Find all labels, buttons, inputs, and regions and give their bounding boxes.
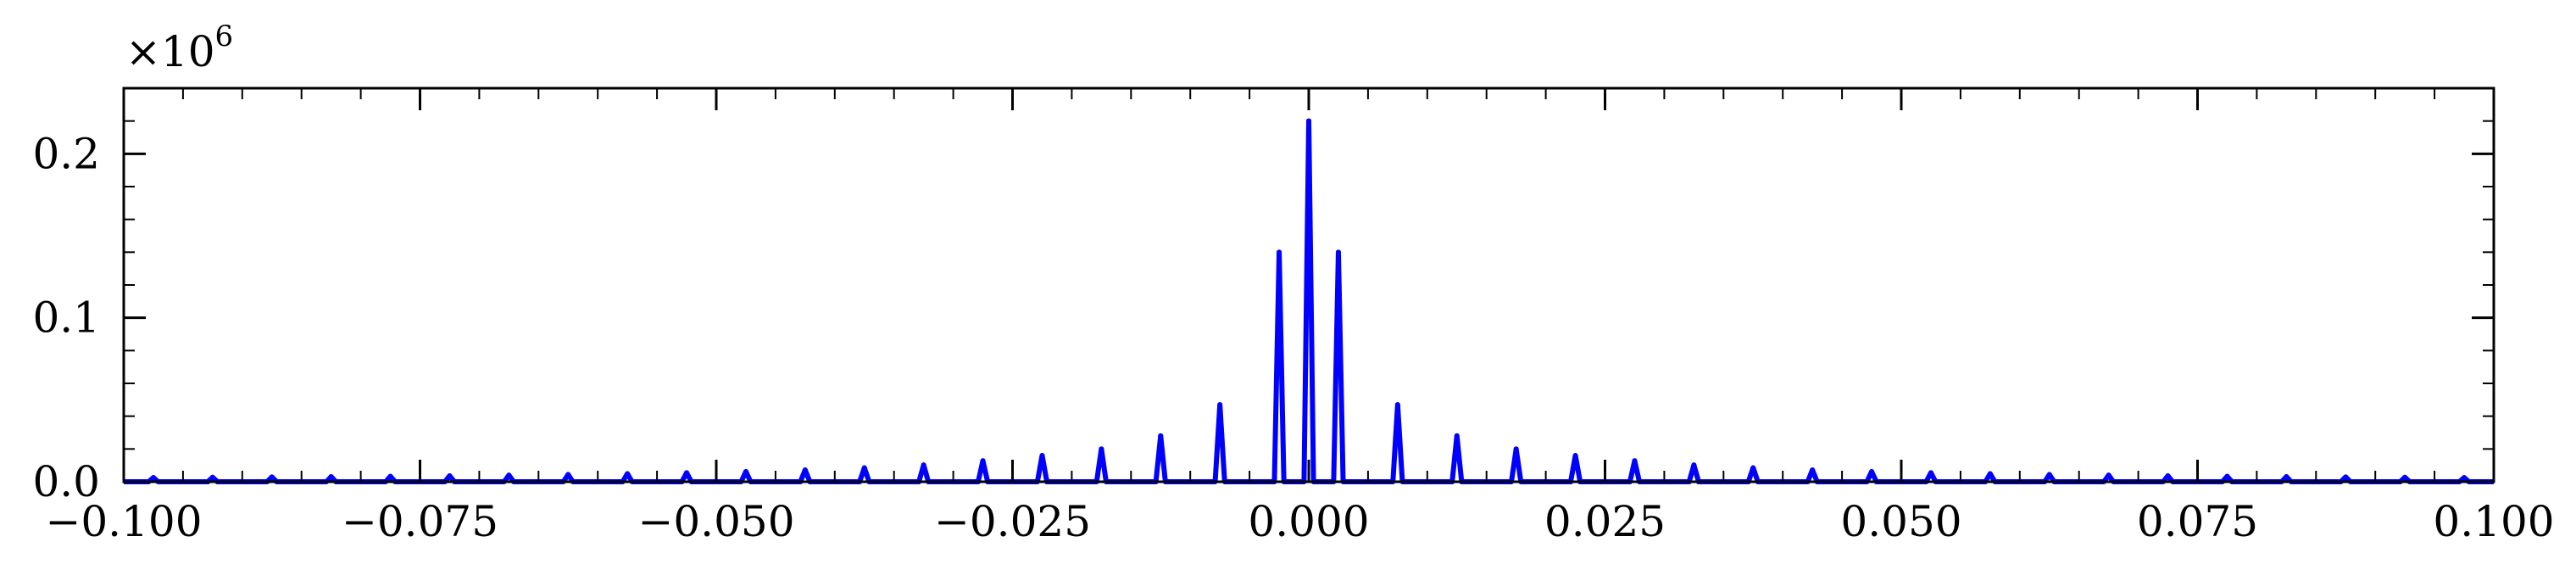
peak-point-22 [1394,402,1400,408]
peak-point-38 [2343,474,2349,480]
plot-area: −0.100 −0.075 −0.050 −0.025 0.000 0.025 0.050 0… [32,87,2555,546]
peak-point-31 [1928,470,1933,476]
y-tick-label-1: 0.1 [32,293,100,343]
peak-point-21 [1335,249,1341,255]
peak-point-39 [2402,474,2408,480]
peak-point-17 [1158,433,1164,439]
x-tick-label-7: 0.075 [2137,497,2258,546]
peak-point-11 [802,467,808,473]
peak-point-8 [625,471,631,477]
peak-point-9 [684,470,690,476]
peak-point-1 [209,474,215,480]
peak-point-24 [1513,446,1519,452]
peak-point-5 [447,473,453,479]
x-tick-label-6: 0.050 [1840,497,1961,546]
peak-point-33 [2046,472,2052,478]
peak-point-36 [2224,473,2230,479]
peak-point-35 [2165,473,2171,479]
x-tick-label-0: −0.100 [45,497,202,546]
x-tick-label-3: −0.025 [934,497,1091,546]
peak-point-32 [1987,471,1993,477]
x-tick-label-2: −0.050 [637,497,794,546]
x-tick-label-8: 0.100 [2433,497,2554,546]
peak-point-3 [328,474,334,480]
peak-point-19 [1277,249,1282,255]
y-axis-multiplier-exponent: 6 [215,20,234,53]
peak-point-28 [1750,465,1756,471]
y-tick-label-2: 0.2 [32,129,100,178]
peak-point-4 [387,473,393,479]
peak-point-15 [1039,453,1045,459]
x-tick-label-5: 0.025 [1544,497,1666,546]
peak-point-10 [743,469,748,475]
x-tick-label-1: −0.075 [342,497,498,546]
x-tick-label-4: 0.000 [1248,497,1369,546]
peak-point-0 [150,475,156,481]
peak-point-23 [1454,433,1460,439]
peak-point-27 [1691,462,1697,468]
peak-point-6 [506,472,512,478]
peak-point-30 [1869,469,1875,475]
peak-point-34 [2106,472,2111,478]
peak-point-2 [269,474,275,480]
peak-point-20 [1306,118,1311,124]
peak-point-25 [1572,453,1578,459]
peak-point-29 [1810,467,1816,473]
peak-point-14 [980,458,986,464]
peak-point-13 [921,462,926,468]
y-tick-label-0: 0.0 [32,457,100,506]
peak-point-40 [2462,475,2468,481]
peak-point-7 [565,472,571,478]
peak-point-18 [1217,402,1223,408]
peak-point-16 [1099,446,1104,452]
peak-point-26 [1632,458,1638,464]
peak-point-37 [2284,474,2289,480]
y-axis-multiplier: ×106 [125,20,233,76]
series-line [124,118,2494,484]
peak-point-12 [861,465,867,471]
